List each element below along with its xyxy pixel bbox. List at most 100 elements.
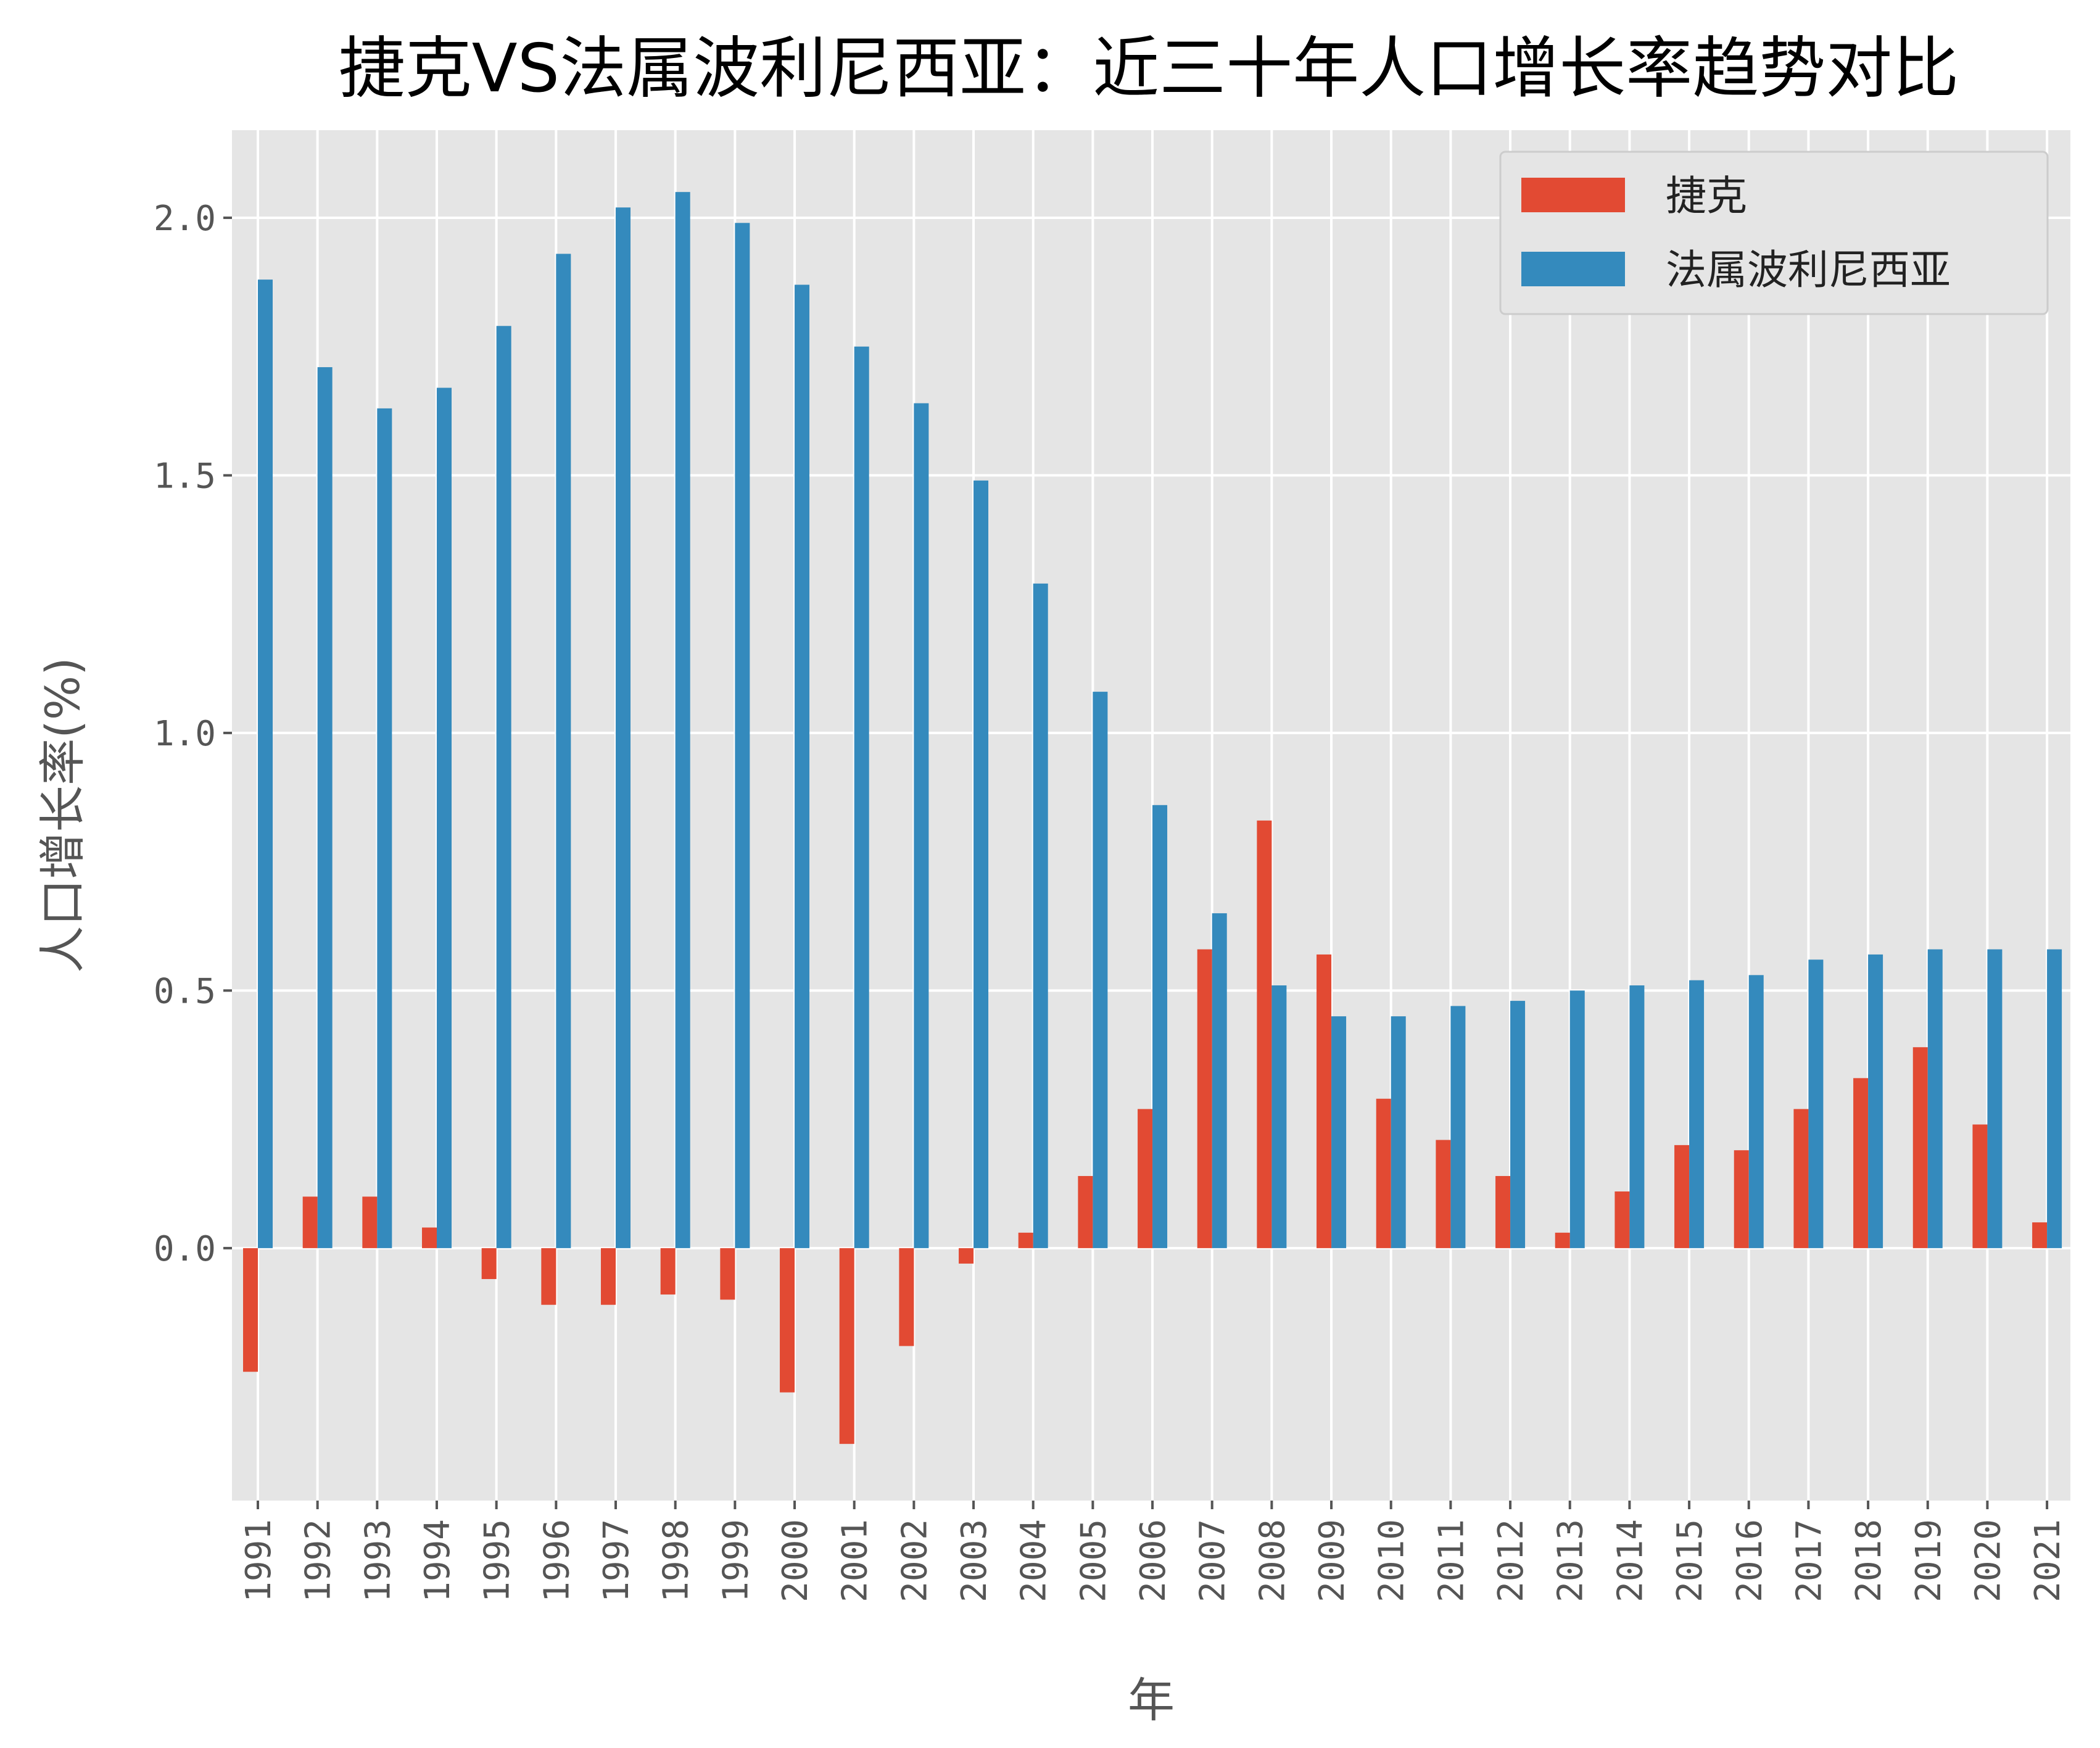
x-tick-label: 1993: [358, 1519, 398, 1602]
x-tick-label: 2013: [1551, 1519, 1591, 1602]
bar-czech: [1197, 949, 1212, 1248]
x-tick-label: 2009: [1312, 1519, 1352, 1602]
bar-czech: [302, 1196, 318, 1248]
bar-french-polynesia: [1987, 949, 2003, 1248]
x-tick-label: 1996: [537, 1519, 577, 1602]
bar-french-polynesia: [1927, 949, 1943, 1248]
axis-ticks: 0.0 0.5 1.0 1.5 2.0 1991 1992 1993 1994 1995 1996 1…: [154, 199, 2068, 1602]
bar-french-polynesia: [675, 192, 690, 1248]
legend-swatch-czech: [1521, 178, 1625, 212]
bar-french-polynesia: [735, 223, 750, 1248]
bar-french-polynesia: [1331, 1016, 1347, 1248]
bar-czech: [422, 1227, 437, 1248]
bar-czech: [601, 1248, 616, 1305]
bar-french-polynesia: [496, 326, 511, 1248]
bar-czech: [481, 1248, 497, 1279]
bar-french-polynesia: [616, 207, 631, 1248]
legend: 捷克 法属波利尼西亚: [1499, 151, 2049, 315]
bar-czech: [1555, 1232, 1570, 1248]
bar-french-polynesia: [854, 346, 869, 1248]
legend-label-french-polynesia: 法属波利尼西亚: [1666, 246, 1951, 294]
x-tick-label: 1994: [418, 1519, 458, 1602]
y-tick-label: 1.5: [154, 456, 216, 496]
bar-french-polynesia: [1569, 990, 1585, 1248]
bar-french-polynesia: [1748, 975, 1764, 1248]
bar-czech: [959, 1248, 974, 1264]
bar-czech: [1138, 1109, 1153, 1248]
x-tick-label: 2000: [775, 1519, 816, 1602]
bar-czech: [1495, 1175, 1511, 1248]
bar-french-polynesia: [795, 284, 810, 1248]
bar-french-polynesia: [377, 408, 392, 1248]
bar-czech: [1376, 1098, 1391, 1248]
x-axis-label: 年: [1128, 1673, 1175, 1728]
x-tick-label: 2015: [1670, 1519, 1710, 1602]
bar-french-polynesia: [914, 403, 929, 1248]
bar-czech: [1018, 1232, 1033, 1248]
bar-czech: [1793, 1109, 1809, 1248]
x-tick-label: 1997: [597, 1519, 637, 1602]
bar-czech: [1734, 1150, 1749, 1248]
bar-czech: [1853, 1078, 1869, 1248]
x-tick-label: 1995: [477, 1519, 518, 1602]
bar-czech: [720, 1248, 735, 1300]
x-tick-label: 2018: [1849, 1519, 1889, 1602]
bar-czech: [780, 1248, 795, 1393]
bar-french-polynesia: [258, 280, 273, 1248]
x-tick-label: 2020: [1968, 1519, 2008, 1602]
legend-box: [1499, 151, 2049, 315]
bar-czech: [1317, 954, 1332, 1248]
bar-french-polynesia: [1033, 583, 1048, 1248]
x-tick-label: 2010: [1372, 1519, 1412, 1602]
bars: [243, 192, 2062, 1444]
y-tick-label: 0.0: [154, 1229, 216, 1269]
x-tick-label: 2005: [1073, 1519, 1114, 1602]
x-tick-label: 2007: [1193, 1519, 1233, 1602]
bar-french-polynesia: [1093, 692, 1108, 1248]
x-tick-label: 2019: [1909, 1519, 1949, 1602]
bar-czech: [1674, 1145, 1690, 1248]
bar-french-polynesia: [1689, 980, 1705, 1248]
bar-french-polynesia: [317, 367, 333, 1248]
bar-french-polynesia: [1629, 985, 1645, 1248]
x-tick-label: 1992: [299, 1519, 339, 1602]
bar-czech: [839, 1248, 854, 1444]
bar-czech: [899, 1248, 914, 1346]
x-tick-label: 1998: [656, 1519, 697, 1602]
bar-czech: [1912, 1047, 1928, 1248]
x-tick-label: 2016: [1730, 1519, 1770, 1602]
bar-french-polynesia: [1152, 805, 1168, 1248]
bar-czech: [1614, 1191, 1630, 1248]
bar-french-polynesia: [437, 387, 452, 1248]
bar-czech: [1257, 820, 1272, 1248]
x-tick-label: 2021: [2028, 1519, 2068, 1602]
bar-czech: [243, 1248, 258, 1372]
x-tick-label: 1999: [716, 1519, 756, 1602]
x-tick-label: 2014: [1610, 1519, 1650, 1602]
y-tick-label: 1.0: [154, 714, 216, 754]
y-tick-label: 0.5: [154, 971, 216, 1011]
legend-label-czech: 捷克: [1666, 172, 1747, 220]
x-tick-label: 2017: [1789, 1519, 1829, 1602]
y-tick-label: 2.0: [154, 199, 216, 239]
chart-title: 捷克VS法属波利尼西亚：近三十年人口增长率趋势对比: [339, 30, 1959, 107]
x-tick-label: 2006: [1133, 1519, 1173, 1602]
bar-czech: [541, 1248, 556, 1305]
plot-area: [232, 130, 2070, 1501]
x-tick-label: 2012: [1491, 1519, 1531, 1602]
bar-czech: [1436, 1140, 1451, 1248]
bar-french-polynesia: [2047, 949, 2062, 1248]
x-tick-label: 2004: [1014, 1519, 1054, 1602]
x-tick-label: 2002: [895, 1519, 935, 1602]
bar-czech: [1972, 1124, 1988, 1248]
bar-french-polynesia: [1510, 1001, 1526, 1248]
bar-french-polynesia: [1271, 985, 1287, 1248]
bar-french-polynesia: [1391, 1016, 1406, 1248]
bar-french-polynesia: [974, 480, 989, 1248]
bar-czech: [362, 1196, 378, 1248]
bar-french-polynesia: [1212, 913, 1227, 1248]
bar-french-polynesia: [1868, 954, 1883, 1248]
legend-swatch-french-polynesia: [1521, 252, 1625, 286]
x-tick-label: 1991: [239, 1519, 279, 1602]
